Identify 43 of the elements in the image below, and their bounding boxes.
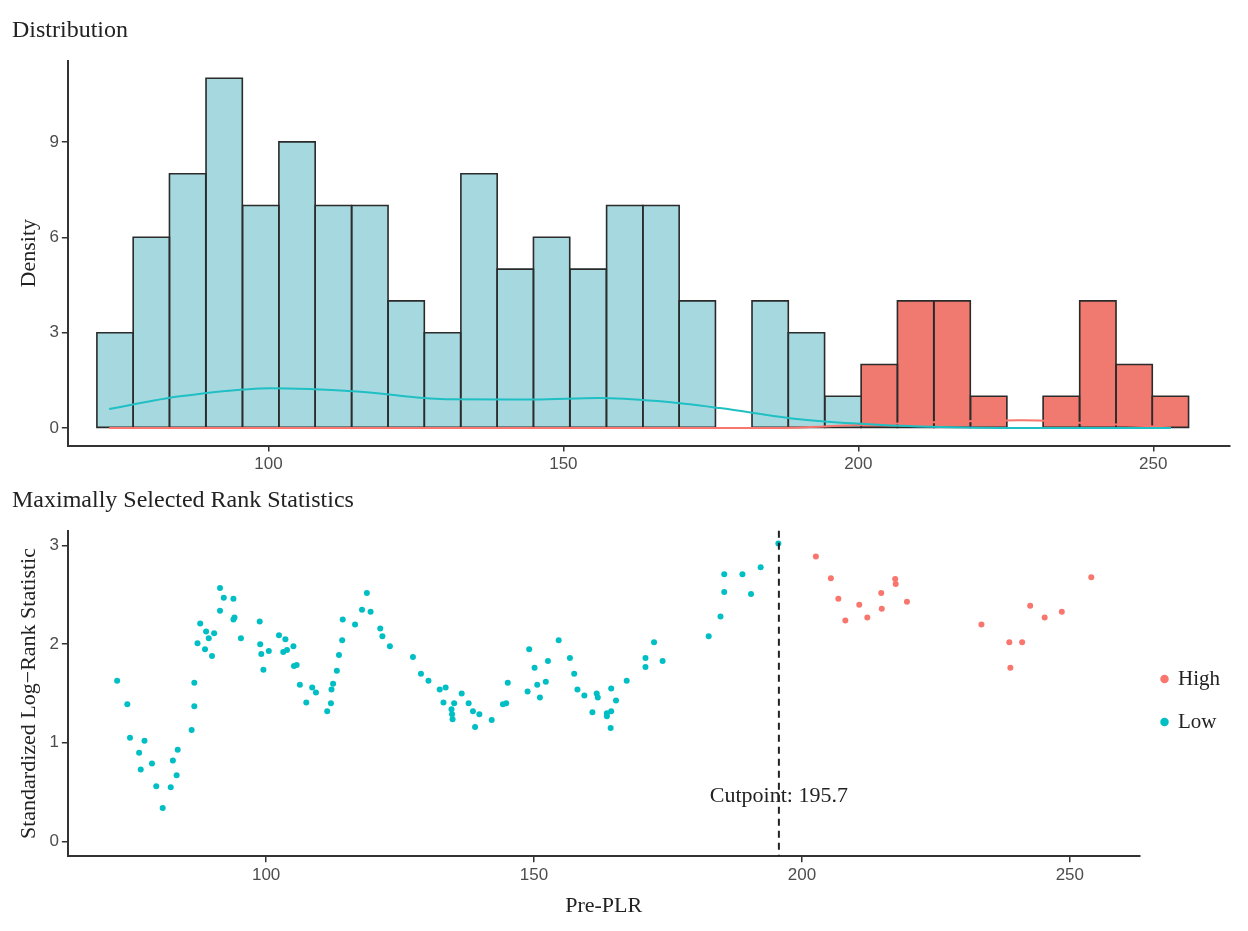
point xyxy=(978,621,985,628)
y-axis-title: Standardized Log−Rank Statistic xyxy=(14,547,40,840)
point xyxy=(892,576,899,583)
point xyxy=(892,581,899,588)
y-tick-label: 1 xyxy=(49,732,59,752)
point xyxy=(1088,574,1095,581)
y-axis-title: Density xyxy=(14,218,40,288)
point xyxy=(1006,639,1013,646)
chart-title: Maximally Selected Rank Statistics xyxy=(12,485,354,512)
y-tick-label: 3 xyxy=(49,535,59,555)
point xyxy=(812,553,819,560)
point xyxy=(1041,614,1048,621)
point xyxy=(842,617,849,624)
y-tick-label: 3 xyxy=(49,322,59,342)
point xyxy=(1058,608,1065,615)
y-tick-label: 6 xyxy=(49,226,59,246)
point xyxy=(1027,602,1034,609)
x-tick-label: 200 xyxy=(844,454,873,474)
y-tick-label: 0 xyxy=(49,417,59,437)
x-tick-label: 250 xyxy=(1055,865,1085,885)
x-tick-label: 150 xyxy=(549,454,578,474)
y-tick-label: 9 xyxy=(49,131,59,151)
x-axis-title: Pre-PLR xyxy=(565,891,643,917)
point xyxy=(835,595,842,602)
legend-label: High xyxy=(1178,665,1221,690)
point xyxy=(878,589,885,596)
x-tick-label: 150 xyxy=(519,865,549,885)
point xyxy=(856,601,863,608)
point xyxy=(878,605,885,612)
ref-line-label: Cutpoint: 195.7 xyxy=(709,781,848,807)
y-tick-label: 0 xyxy=(49,831,59,851)
x-tick-label: 200 xyxy=(787,865,817,885)
point xyxy=(1019,639,1026,646)
point xyxy=(864,614,871,621)
point xyxy=(903,598,910,605)
x-tick-label: 250 xyxy=(1139,454,1168,474)
x-tick-label: 100 xyxy=(251,865,281,885)
y-tick-label: 2 xyxy=(49,633,59,653)
chart-title: Distribution xyxy=(12,15,129,42)
x-tick-label: 100 xyxy=(254,454,283,474)
point xyxy=(827,575,834,582)
legend-label: Low xyxy=(1178,708,1218,733)
point xyxy=(1007,664,1014,671)
